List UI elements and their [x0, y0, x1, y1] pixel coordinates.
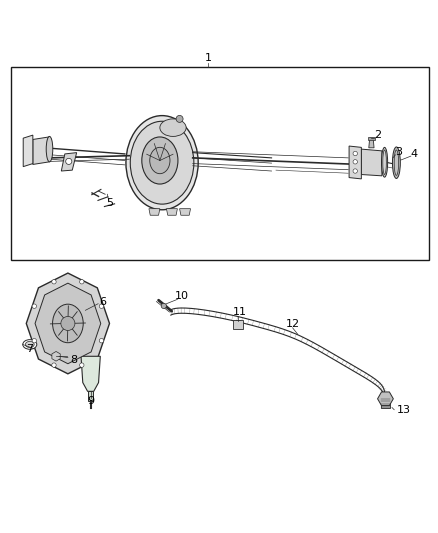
Polygon shape — [23, 135, 33, 167]
Text: 3: 3 — [395, 147, 402, 157]
Text: 7: 7 — [26, 344, 33, 354]
Circle shape — [80, 363, 84, 367]
Text: 1: 1 — [205, 53, 212, 63]
Bar — [368, 138, 375, 140]
Bar — [88, 391, 93, 401]
Polygon shape — [369, 138, 374, 148]
Polygon shape — [81, 356, 100, 391]
Text: 10: 10 — [175, 291, 189, 301]
Text: 5: 5 — [106, 198, 113, 208]
Circle shape — [99, 338, 104, 343]
Polygon shape — [61, 152, 77, 171]
Ellipse shape — [53, 304, 83, 343]
Circle shape — [353, 159, 357, 164]
Ellipse shape — [381, 147, 388, 177]
Polygon shape — [166, 209, 177, 215]
Text: 4: 4 — [410, 149, 417, 159]
Circle shape — [52, 280, 56, 284]
Text: 11: 11 — [233, 308, 247, 318]
Text: 12: 12 — [286, 319, 300, 329]
Bar — [233, 320, 243, 329]
Polygon shape — [180, 209, 191, 215]
Text: 13: 13 — [396, 405, 410, 415]
Text: 6: 6 — [99, 297, 106, 308]
Circle shape — [99, 304, 104, 309]
Ellipse shape — [126, 116, 198, 210]
Polygon shape — [26, 273, 110, 374]
Circle shape — [66, 158, 72, 165]
Circle shape — [161, 303, 166, 309]
Ellipse shape — [130, 122, 194, 204]
Text: 2: 2 — [374, 130, 381, 140]
Polygon shape — [33, 137, 49, 165]
Ellipse shape — [142, 137, 178, 184]
Ellipse shape — [150, 147, 170, 174]
Ellipse shape — [46, 136, 53, 162]
Circle shape — [32, 304, 36, 309]
Circle shape — [80, 280, 84, 284]
Ellipse shape — [394, 150, 399, 175]
Circle shape — [353, 151, 357, 156]
Circle shape — [52, 363, 56, 367]
Bar — [381, 399, 390, 408]
Polygon shape — [361, 149, 382, 176]
Polygon shape — [149, 209, 160, 215]
Bar — [11, 67, 429, 260]
Text: 8: 8 — [70, 355, 77, 365]
Text: 9: 9 — [88, 397, 95, 406]
Ellipse shape — [160, 119, 186, 136]
Circle shape — [353, 169, 357, 173]
Ellipse shape — [392, 147, 400, 179]
Circle shape — [32, 338, 36, 343]
Ellipse shape — [25, 342, 34, 348]
Ellipse shape — [383, 150, 386, 174]
Circle shape — [61, 317, 75, 330]
Polygon shape — [35, 283, 101, 364]
Circle shape — [176, 115, 183, 123]
Ellipse shape — [23, 340, 37, 349]
Polygon shape — [349, 146, 361, 179]
